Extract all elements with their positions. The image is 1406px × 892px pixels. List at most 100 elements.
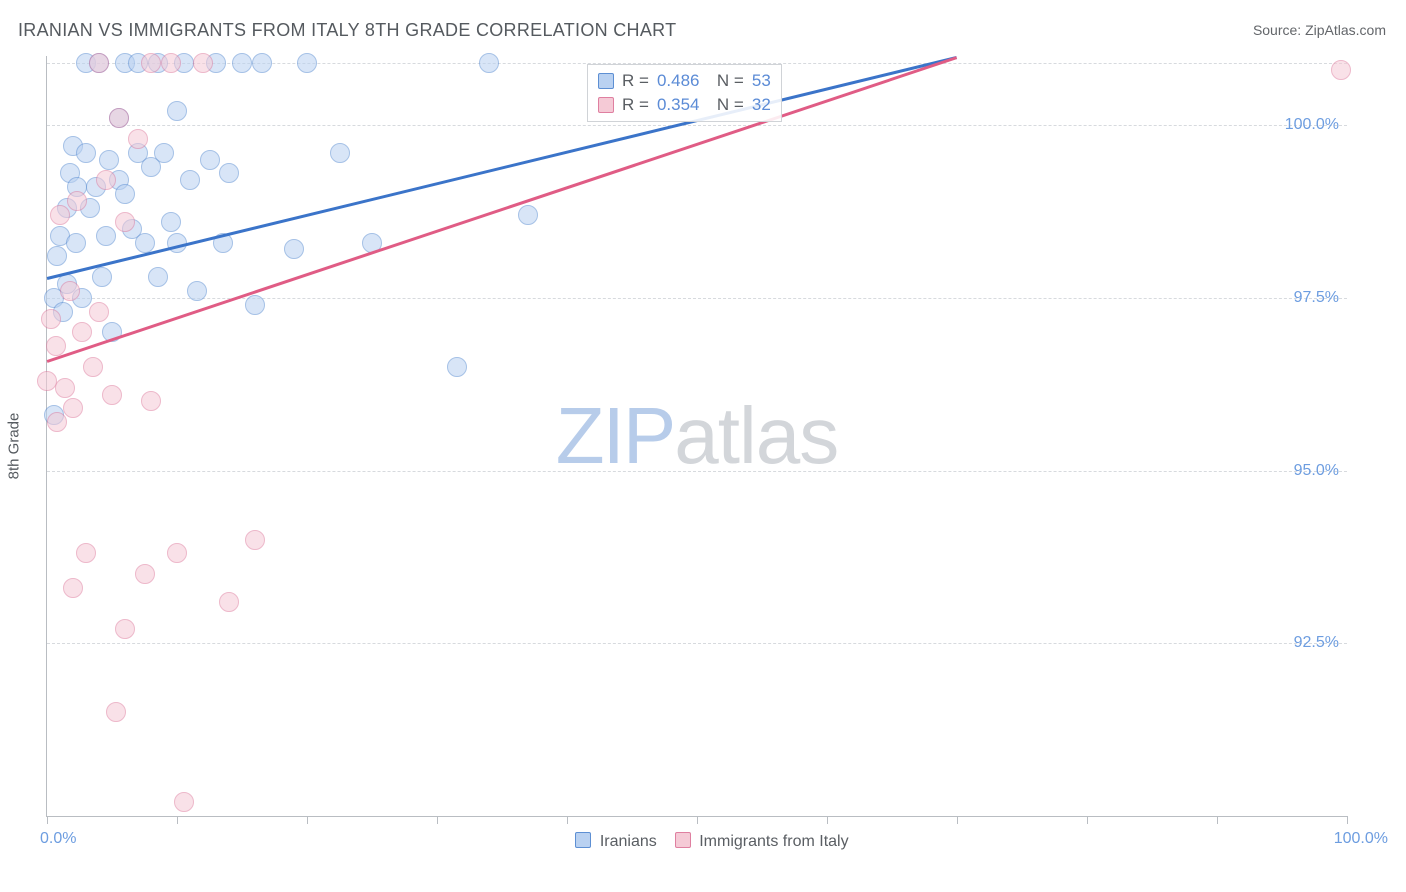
source-prefix: Source:: [1253, 22, 1305, 38]
data-point: [47, 246, 67, 266]
data-point: [193, 53, 213, 73]
data-point: [167, 101, 187, 121]
stats-n-label: N =: [707, 95, 743, 115]
chart-title: IRANIAN VS IMMIGRANTS FROM ITALY 8TH GRA…: [18, 20, 676, 41]
x-tick: [307, 816, 308, 824]
trendline: [47, 56, 958, 362]
stats-n-value: 53: [752, 71, 771, 91]
y-tick-label: 100.0%: [1285, 116, 1339, 134]
data-point: [141, 53, 161, 73]
source-name: ZipAtlas.com: [1305, 22, 1386, 38]
data-point: [200, 150, 220, 170]
data-point: [219, 163, 239, 183]
data-point: [50, 205, 70, 225]
data-point: [46, 336, 66, 356]
x-tick: [1087, 816, 1088, 824]
y-axis-label: 8th Grade: [6, 413, 23, 480]
data-point: [135, 233, 155, 253]
gridline: [47, 643, 1347, 644]
legend-swatch: [598, 73, 614, 89]
gridline: [47, 471, 1347, 472]
data-point: [174, 792, 194, 812]
stats-r-label: R =: [622, 95, 649, 115]
stats-row: R = 0.486 N = 53: [598, 69, 771, 93]
plot-area: ZIPatlas 92.5% 95.0% 97.5% 100.0% R = 0.486 …: [46, 56, 1347, 817]
data-point: [115, 212, 135, 232]
gridline: [47, 125, 1347, 126]
data-point: [135, 564, 155, 584]
data-point: [76, 143, 96, 163]
data-point: [115, 619, 135, 639]
data-point: [89, 53, 109, 73]
x-tick: [1217, 816, 1218, 824]
data-point: [161, 53, 181, 73]
stats-n-label: N =: [707, 71, 743, 91]
y-tick-label: 95.0%: [1294, 462, 1339, 480]
trendline: [47, 56, 958, 280]
data-point: [92, 267, 112, 287]
x-tick-label-right: 100.0%: [1334, 830, 1388, 848]
stats-n-value: 32: [752, 95, 771, 115]
y-tick-label: 97.5%: [1294, 289, 1339, 307]
data-point: [128, 129, 148, 149]
gridline: [47, 298, 1347, 299]
data-point: [106, 702, 126, 722]
data-point: [41, 309, 61, 329]
stats-r-label: R =: [622, 71, 649, 91]
legend-label: Immigrants from Italy: [695, 833, 849, 850]
data-point: [161, 212, 181, 232]
data-point: [284, 239, 304, 259]
data-point: [518, 205, 538, 225]
data-point: [330, 143, 350, 163]
data-point: [148, 267, 168, 287]
data-point: [297, 53, 317, 73]
data-point: [245, 530, 265, 550]
legend-swatch: [675, 832, 691, 848]
data-point: [63, 578, 83, 598]
data-point: [102, 385, 122, 405]
data-point: [180, 170, 200, 190]
data-point: [167, 543, 187, 563]
y-tick-label: 92.5%: [1294, 634, 1339, 652]
data-point: [109, 108, 129, 128]
data-point: [60, 281, 80, 301]
x-tick: [1347, 816, 1348, 824]
x-tick: [957, 816, 958, 824]
data-point: [252, 53, 272, 73]
data-point: [141, 391, 161, 411]
x-tick-label-left: 0.0%: [40, 830, 76, 848]
stats-r-value: 0.486: [657, 71, 700, 91]
source-label: Source: ZipAtlas.com: [1253, 22, 1386, 38]
data-point: [232, 53, 252, 73]
data-point: [66, 233, 86, 253]
x-tick: [697, 816, 698, 824]
x-tick: [177, 816, 178, 824]
data-point: [76, 543, 96, 563]
data-point: [47, 412, 67, 432]
data-point: [63, 398, 83, 418]
stats-box: R = 0.486 N = 53R = 0.354 N = 32: [587, 64, 782, 122]
legend-swatch: [598, 97, 614, 113]
data-point: [55, 378, 75, 398]
legend-label: Iranians: [595, 833, 656, 850]
stats-row: R = 0.354 N = 32: [598, 93, 771, 117]
x-tick: [567, 816, 568, 824]
data-point: [83, 357, 103, 377]
data-point: [219, 592, 239, 612]
data-point: [89, 302, 109, 322]
bottom-legend: Iranians Immigrants from Italy: [0, 832, 1406, 851]
watermark-atlas: atlas: [674, 391, 838, 480]
stats-r-value: 0.354: [657, 95, 700, 115]
legend-swatch: [575, 832, 591, 848]
data-point: [187, 281, 207, 301]
watermark-zip: ZIP: [556, 391, 674, 480]
data-point: [96, 170, 116, 190]
data-point: [37, 371, 57, 391]
data-point: [154, 143, 174, 163]
data-point: [99, 150, 119, 170]
x-tick: [827, 816, 828, 824]
watermark: ZIPatlas: [556, 390, 838, 482]
data-point: [96, 226, 116, 246]
data-point: [447, 357, 467, 377]
data-point: [245, 295, 265, 315]
